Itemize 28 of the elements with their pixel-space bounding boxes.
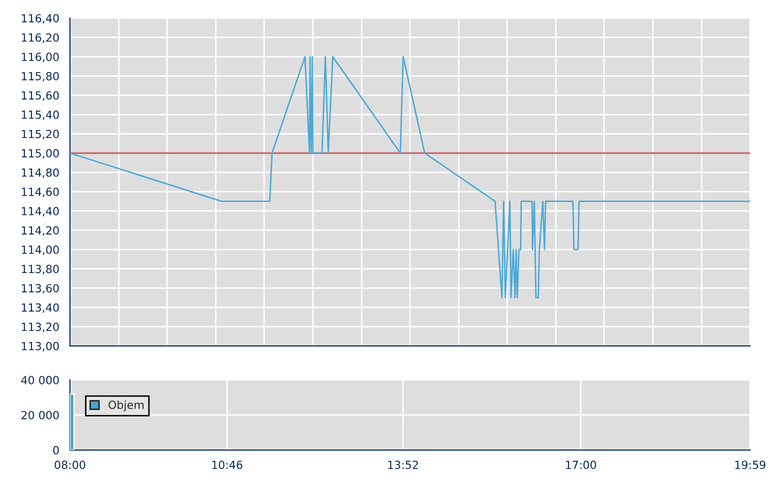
y-tick-label: 114,60 — [22, 188, 59, 198]
y-tick-label: 115,60 — [22, 91, 59, 101]
y-tick-label: 114,20 — [22, 226, 59, 236]
y-tick-label: 0 — [53, 446, 59, 454]
line-series — [70, 56, 750, 298]
y-tick-label: 113,60 — [22, 284, 59, 294]
y-tick-label: 114,00 — [22, 246, 59, 256]
y-tick-label: 115,20 — [22, 130, 59, 140]
y-tick-label: 116,20 — [22, 33, 59, 43]
y-tick-label: 113,20 — [22, 322, 59, 332]
y-tick-label: 115,40 — [22, 110, 59, 120]
x-tick-label: 10:46 — [212, 460, 242, 470]
y-tick-label: 114,80 — [22, 168, 59, 178]
y-tick-label: 115,80 — [22, 72, 59, 82]
y-tick-label: 116,40 — [22, 14, 59, 24]
y-tick-label: 113,80 — [22, 264, 59, 274]
y-tick-label: 113,40 — [22, 303, 59, 313]
x-tick-label: 08:00 — [54, 460, 86, 470]
y-tick-label: 113,00 — [22, 342, 59, 352]
x-tick-label: 17:00 — [566, 460, 596, 470]
x-tick-label: 19:59 — [735, 460, 766, 470]
y-tick-label: 114,40 — [22, 206, 59, 216]
y-tick-label: 20 000 — [21, 410, 59, 420]
y-tick-label: 40 000 — [21, 376, 59, 384]
y-tick-label: 116,00 — [22, 52, 59, 62]
x-tick-label: 13:52 — [388, 460, 418, 470]
legend-label: Objem — [108, 400, 144, 412]
y-tick-label: 115,00 — [22, 149, 59, 159]
